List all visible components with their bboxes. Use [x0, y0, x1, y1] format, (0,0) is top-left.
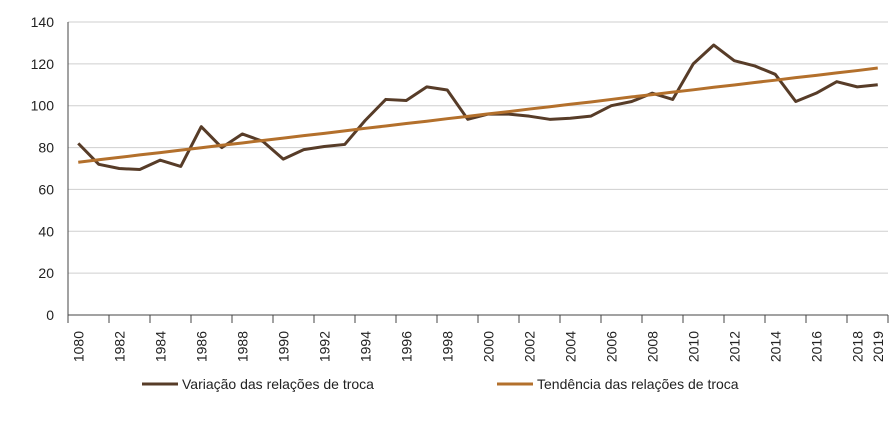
x-tick-label: 1990	[275, 331, 291, 362]
x-tick-label: 1982	[111, 331, 127, 362]
series-line	[78, 66, 878, 164]
y-tick-label: 40	[38, 223, 54, 239]
x-tick-label: 2000	[480, 331, 496, 362]
x-tick-label: 2002	[521, 331, 537, 362]
x-tick-label: 1998	[439, 331, 455, 362]
y-tick-label: 120	[31, 56, 55, 72]
x-tick-label: 2014	[767, 331, 783, 362]
y-tick-label: 0	[46, 307, 54, 323]
x-tick-label: 1988	[234, 331, 250, 362]
y-tick-label: 80	[38, 140, 54, 156]
legend-label: Tendência das relações de troca	[537, 376, 739, 392]
x-tick-label: 2019	[870, 331, 886, 362]
x-tick-label: 2018	[849, 331, 865, 362]
x-tick-label: 1984	[152, 331, 168, 362]
y-tick-label: 20	[38, 265, 54, 281]
x-tick-label: 2004	[562, 331, 578, 362]
y-tick-label: 60	[38, 181, 54, 197]
y-tick-label: 100	[31, 98, 55, 114]
x-tick-label: 1996	[398, 331, 414, 362]
legend-label: Variação das relações de troca	[182, 376, 374, 392]
x-tick-label: 2012	[726, 331, 742, 362]
x-tick-label: 2016	[808, 331, 824, 362]
series-line	[77, 43, 878, 172]
x-tick-label: 1080	[70, 331, 86, 362]
x-tick-label: 2010	[685, 331, 701, 362]
x-tick-label: 2006	[603, 331, 619, 362]
x-tick-label: 1994	[357, 331, 373, 362]
x-tick-label: 1986	[193, 331, 209, 362]
y-tick-label: 140	[31, 14, 55, 30]
x-tick-label: 2008	[644, 331, 660, 362]
x-tick-label: 1992	[316, 331, 332, 362]
